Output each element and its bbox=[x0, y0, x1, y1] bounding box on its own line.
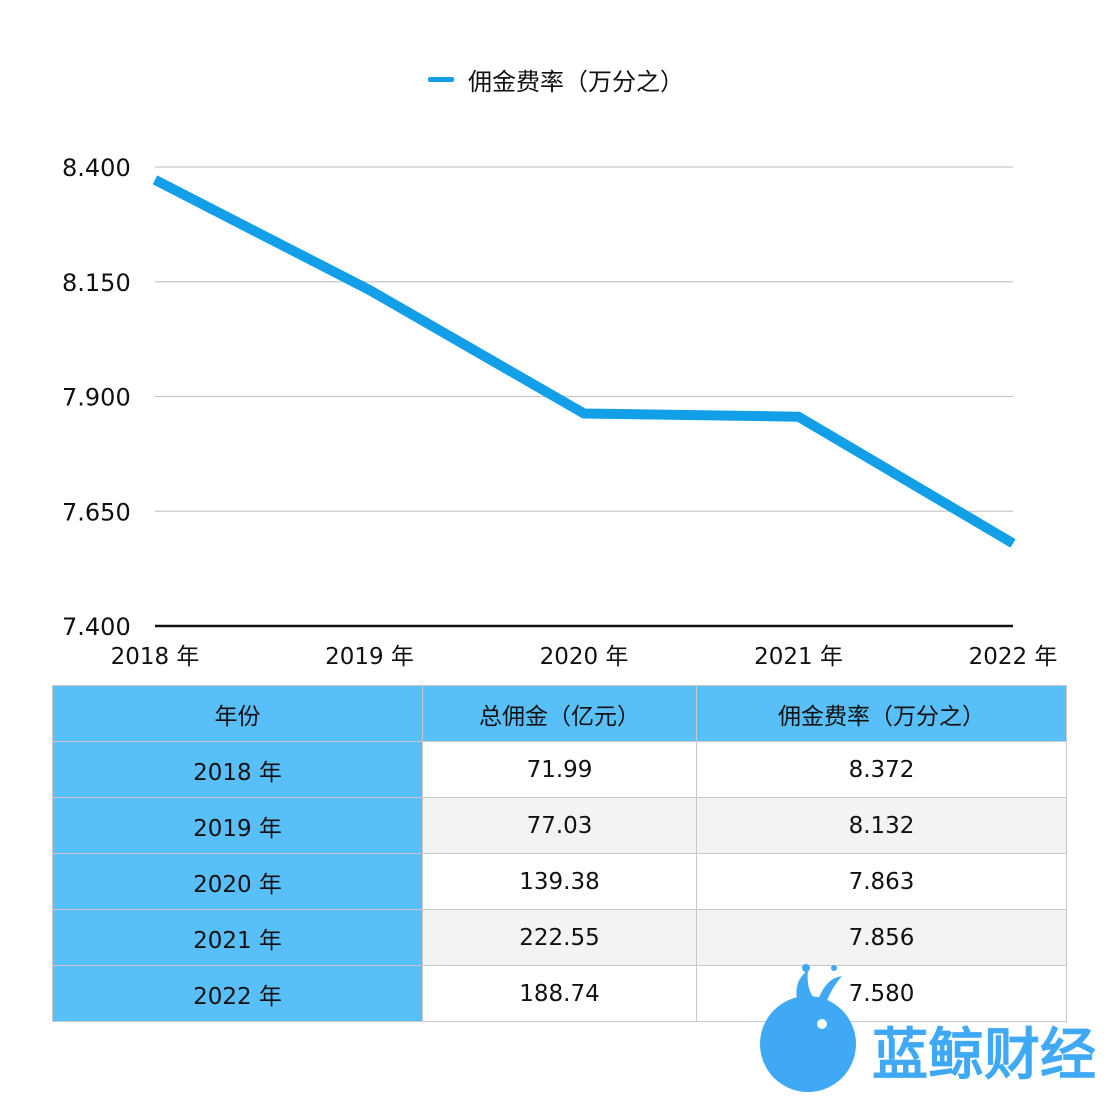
x-tick-label: 2018 年 bbox=[111, 644, 200, 670]
chart-legend: 佣金费率（万分之） bbox=[428, 62, 684, 96]
cell-year: 2022 年 bbox=[52, 965, 423, 1022]
x-tick-label: 2022 年 bbox=[969, 644, 1058, 670]
cell-total-commission: 139.38 bbox=[422, 853, 697, 910]
series-line bbox=[152, 175, 1016, 548]
cell-year: 2019 年 bbox=[52, 797, 423, 854]
data-point bbox=[583, 412, 585, 414]
header-commission-rate: 佣金费率（万分之） bbox=[696, 685, 1067, 742]
x-tick-label: 2020 年 bbox=[540, 644, 629, 670]
cell-year: 2021 年 bbox=[52, 909, 423, 966]
watermark-text: 蓝鲸财经 bbox=[872, 1023, 1096, 1088]
data-point bbox=[798, 416, 799, 418]
y-tick-label: 7.900 bbox=[62, 384, 131, 412]
header-total-commission: 总佣金（亿元） bbox=[422, 685, 697, 742]
cell-total-commission: 77.03 bbox=[422, 797, 697, 854]
watermark: 蓝鲸财经 bbox=[760, 964, 1097, 1092]
data-point bbox=[154, 179, 156, 181]
y-tick-label: 7.400 bbox=[62, 613, 131, 641]
cell-commission-rate: 7.580 bbox=[696, 965, 1067, 1022]
data-point bbox=[369, 289, 370, 291]
table-row: 2022 年 188.74 7.580 bbox=[52, 965, 1067, 1022]
table-row: 2019 年 77.03 8.132 bbox=[52, 797, 1067, 854]
cell-year: 2020 年 bbox=[52, 853, 423, 910]
cell-commission-rate: 8.372 bbox=[696, 741, 1067, 798]
cell-total-commission: 71.99 bbox=[422, 741, 697, 798]
header-year: 年份 bbox=[52, 685, 423, 742]
cell-total-commission: 188.74 bbox=[422, 965, 697, 1022]
data-table: 年份 总佣金（亿元） 佣金费率（万分之） 2018 年 71.99 8.372 … bbox=[52, 685, 1067, 1022]
whale-logo-icon bbox=[760, 964, 856, 1092]
cell-commission-rate: 7.856 bbox=[696, 909, 1067, 966]
line-chart: 7.400 7.650 7.900 8.150 8.400 2018 年 2019 年 202… bbox=[62, 154, 1058, 670]
table-header-row: 年份 总佣金（亿元） 佣金费率（万分之） bbox=[52, 685, 1067, 742]
y-tick-label: 8.400 bbox=[62, 154, 131, 182]
table-row: 2018 年 71.99 8.372 bbox=[52, 741, 1067, 798]
legend-line-swatch bbox=[428, 76, 454, 82]
y-tick-label: 7.650 bbox=[62, 498, 131, 526]
cell-commission-rate: 7.863 bbox=[696, 853, 1067, 910]
cell-total-commission: 222.55 bbox=[422, 909, 697, 966]
table-row: 2020 年 139.38 7.863 bbox=[52, 853, 1067, 910]
x-tick-label: 2019 年 bbox=[325, 644, 414, 670]
cell-year: 2018 年 bbox=[52, 741, 423, 798]
table-row: 2021 年 222.55 7.856 bbox=[52, 909, 1067, 966]
y-tick-label: 8.150 bbox=[62, 269, 131, 297]
legend-label: 佣金费率（万分之） bbox=[468, 67, 684, 96]
data-point bbox=[1012, 542, 1014, 544]
cell-commission-rate: 8.132 bbox=[696, 797, 1067, 854]
x-tick-label: 2021 年 bbox=[754, 644, 843, 670]
